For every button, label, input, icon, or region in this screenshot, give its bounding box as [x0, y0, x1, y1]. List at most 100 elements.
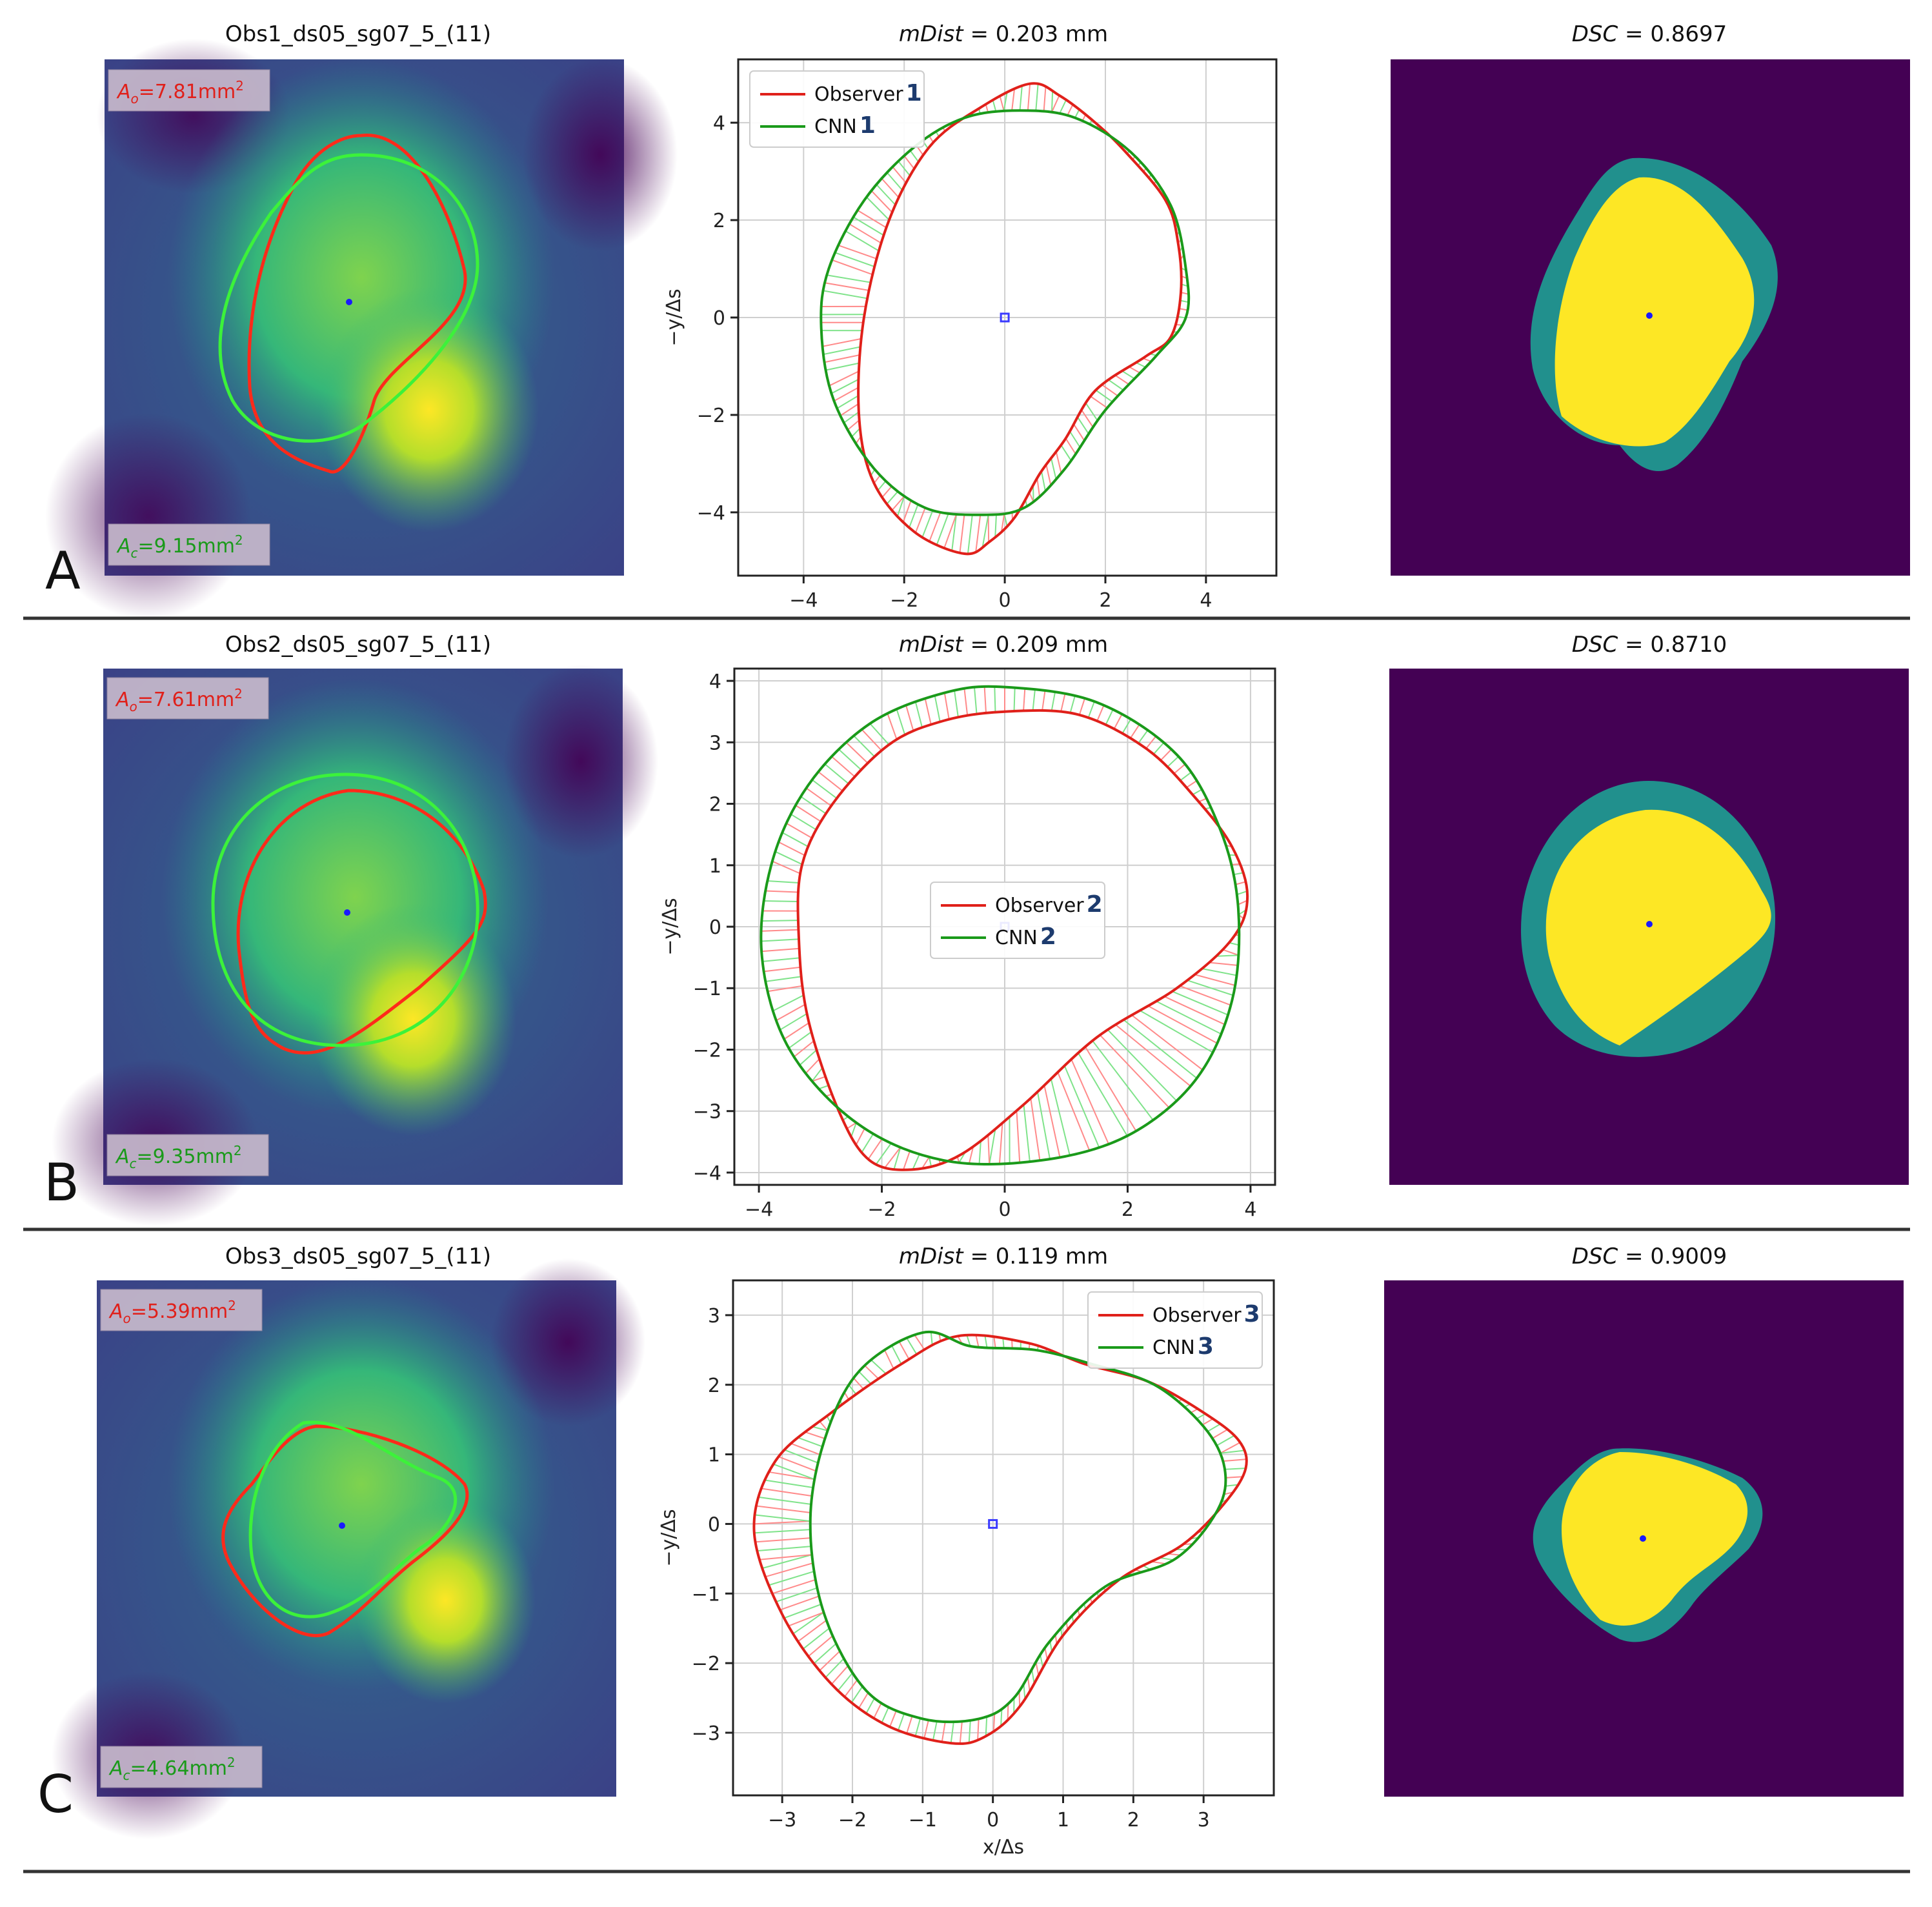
correspondence-line: [1231, 863, 1240, 865]
correspondence-line: [823, 290, 868, 299]
correspondence-line: [755, 1537, 811, 1543]
correspondence-lines-a: [821, 83, 1189, 554]
correspondence-line: [873, 474, 881, 484]
correspondence-line: [891, 496, 905, 511]
correspondence-line: [765, 976, 801, 982]
correspondence-line: [1036, 478, 1041, 497]
mask-center-c: [1640, 1535, 1646, 1542]
correspondence-lines-c: [754, 1331, 1247, 1744]
correspondence-line: [923, 1720, 929, 1739]
x-tick-label: −2: [838, 1809, 867, 1831]
correspondence-line: [1084, 1046, 1137, 1132]
correspondence-line: [774, 851, 803, 865]
correspondence-line: [850, 1122, 857, 1138]
correspondence-line: [855, 1128, 865, 1145]
correspondence-line: [1225, 1468, 1246, 1470]
correspondence-line: [909, 504, 919, 529]
correspondence-line: [822, 338, 861, 347]
correspondence-line: [934, 695, 941, 722]
correspondence-line: [898, 161, 911, 176]
correspondence-line: [1220, 1442, 1241, 1454]
correspondence-line: [818, 1085, 829, 1090]
correspondence-line: [781, 832, 809, 847]
correspondence-line: [834, 387, 859, 402]
correspondence-line: [754, 1520, 810, 1525]
correspondence-line: [1032, 689, 1036, 711]
correspondence-line: [1179, 985, 1231, 1006]
correspondence-line: [1180, 299, 1189, 303]
correspondence-line: [1216, 954, 1239, 957]
correspondence-line: [881, 177, 900, 198]
correspondence-line: [843, 411, 860, 424]
correspondence-line: [921, 1156, 930, 1169]
correspondence-line: [975, 514, 981, 552]
correspondence-line: [824, 354, 860, 363]
correspondence-line: [767, 880, 800, 884]
correspondence-line: [811, 779, 838, 799]
correspondence-line: [858, 1692, 869, 1709]
correspondence-line: [891, 1345, 902, 1365]
correspondence-line: [1063, 1065, 1100, 1148]
correspondence-line: [761, 1554, 812, 1569]
correspondence-line: [754, 1514, 810, 1522]
correspondence-line: [1092, 1040, 1154, 1121]
correspondence-line: [1029, 492, 1034, 503]
correspondence-line: [943, 514, 958, 549]
correspondence-line: [1156, 1000, 1222, 1035]
image-contours-c: [221, 1420, 469, 1637]
correspondence-line: [905, 705, 914, 731]
y-tick-label: 2: [713, 210, 725, 232]
correspondence-line: [1003, 92, 1008, 111]
mask-panel-a: [1391, 59, 1910, 576]
y-axis-label: −y/Δs: [659, 898, 681, 955]
correspondence-line: [824, 282, 869, 292]
chart-title-a: mDist = 0.203 mm: [899, 21, 1108, 47]
correspondence-line: [1108, 379, 1124, 391]
correspondence-line: [1225, 1476, 1243, 1478]
correspondence-line: [1151, 1560, 1167, 1565]
correspondence-line: [1216, 1435, 1235, 1446]
x-tick-label: −2: [890, 589, 918, 612]
correspondence-line: [1043, 1085, 1061, 1158]
correspondence-line: [1087, 701, 1095, 718]
x-tick-label: 4: [1244, 1198, 1256, 1221]
y-tick-label: 4: [713, 112, 725, 135]
correspondence-line: [829, 370, 860, 387]
correspondence-line: [1016, 1110, 1021, 1163]
svg-text:Ao=5.39mm2: Ao=5.39mm2: [108, 1298, 236, 1326]
y-tick-label: −4: [697, 502, 725, 525]
correspondence-line: [992, 1713, 996, 1732]
correspondence-line: [1105, 709, 1114, 725]
correspondence-line: [1081, 409, 1094, 428]
correspondence-line: [788, 1611, 824, 1627]
correspondence-line: [797, 1437, 823, 1448]
correspondence-line: [929, 1156, 932, 1167]
mask-overlap-b: [1545, 809, 1771, 1045]
row-b: Obs2_ds05_sg07_5_(11) Ao=7.61mm2 Ac=9.35…: [44, 632, 1909, 1226]
image-title-a: Obs1_ds05_sg07_5_(11): [225, 21, 491, 47]
correspondence-line: [1023, 688, 1026, 711]
correspondence-line: [1011, 88, 1016, 111]
y-tick-label: −2: [692, 1653, 720, 1675]
correspondence-line: [793, 1040, 814, 1058]
correspondence-line: [998, 1123, 1003, 1164]
correspondence-line: [914, 1334, 925, 1350]
cnn-curve-c: [809, 1330, 1227, 1724]
correspondence-line: [1163, 996, 1225, 1025]
observer-contour-a: [247, 134, 467, 474]
y-tick-label: 3: [708, 1305, 720, 1327]
correspondence-line: [1007, 1704, 1009, 1720]
y-tick-label: 2: [709, 794, 721, 816]
correspondence-line: [847, 419, 860, 430]
correspondence-line: [763, 900, 798, 903]
cnn-area-box-a: Ac=9.15mm2: [108, 523, 270, 566]
correspondence-line: [909, 150, 920, 163]
image-title-b: Obs2_ds05_sg07_5_(11): [225, 632, 491, 658]
correspondence-line: [773, 1463, 815, 1480]
correspondence-line: [921, 510, 934, 538]
correspondence-line: [985, 1717, 988, 1737]
y-tick-label: −1: [692, 1583, 720, 1606]
observer-contour-c: [221, 1424, 469, 1637]
correspondence-line: [850, 1686, 863, 1703]
